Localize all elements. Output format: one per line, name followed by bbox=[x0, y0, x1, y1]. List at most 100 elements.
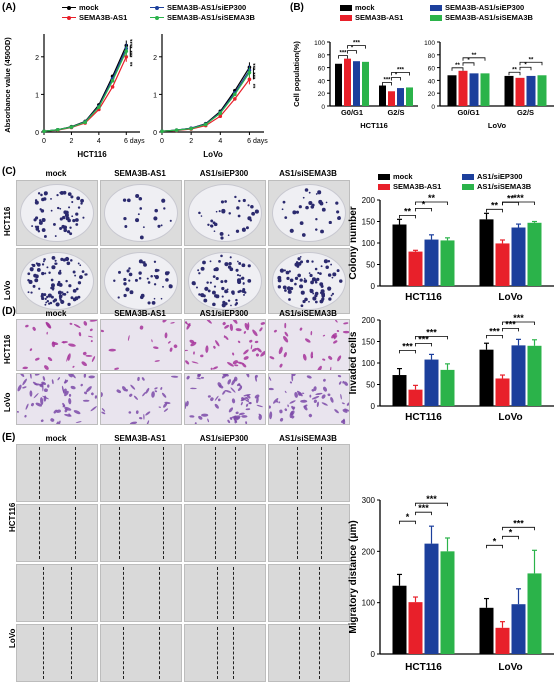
invasion-micrograph bbox=[184, 319, 266, 371]
legend-c-sisema3b: AS1/siSEMA3B bbox=[462, 182, 531, 191]
bar bbox=[406, 87, 413, 106]
cell-dots bbox=[281, 188, 341, 237]
legend-marker bbox=[62, 5, 76, 11]
y-tick-label: 150 bbox=[362, 338, 376, 347]
category-label: G2/S bbox=[387, 108, 404, 117]
column-label-1: SEMA3B-AS1 bbox=[114, 434, 166, 443]
wound-edge-line bbox=[158, 627, 160, 679]
bar bbox=[408, 389, 423, 406]
bar bbox=[515, 77, 525, 106]
legend-text: mock bbox=[393, 172, 413, 181]
cell-dots bbox=[17, 374, 97, 424]
legend-marker bbox=[150, 15, 164, 21]
wound-healing-micrograph bbox=[268, 444, 350, 502]
significance-bracket bbox=[415, 207, 432, 212]
cell-dots bbox=[269, 374, 349, 424]
legend-swatch bbox=[430, 14, 442, 21]
colony-dish-image bbox=[184, 180, 266, 246]
y-tick-label: 0 bbox=[35, 130, 39, 137]
wound-edge-line bbox=[158, 567, 160, 619]
colony-dish-image bbox=[268, 248, 350, 314]
bar bbox=[495, 243, 510, 286]
row-label-0: HCT116 bbox=[3, 206, 12, 236]
significance-stars: *** bbox=[418, 334, 429, 344]
chart-subtitle: HCT116 bbox=[360, 121, 388, 130]
significance-bracket bbox=[502, 526, 535, 531]
y-tick-label: 1 bbox=[153, 92, 157, 99]
significance-bracket bbox=[382, 82, 392, 86]
y-axis-label: Absorbance value (450OD) bbox=[3, 37, 12, 133]
wound-healing-micrograph bbox=[184, 504, 266, 562]
invasion-micrograph bbox=[184, 373, 266, 425]
panel-label-b: (B) bbox=[290, 2, 304, 13]
column-label-2: AS1/siEP300 bbox=[199, 309, 249, 318]
invasion-micrograph bbox=[16, 373, 98, 425]
y-tick-label: 300 bbox=[362, 496, 376, 505]
chart-subtitle: HCT116 bbox=[77, 150, 107, 159]
bar bbox=[388, 91, 395, 106]
significance-bracket bbox=[415, 201, 448, 205]
significance-bracket bbox=[415, 502, 448, 507]
colony-dish-image bbox=[16, 180, 98, 246]
significance-bracket bbox=[347, 50, 357, 54]
significance-stars: *** bbox=[353, 41, 361, 47]
significance-bracket bbox=[486, 208, 503, 213]
y-tick-label: 1 bbox=[35, 92, 39, 99]
category-label: G0/G1 bbox=[341, 108, 363, 117]
wound-healing-micrograph bbox=[100, 564, 182, 622]
y-axis-label: Cell population(%) bbox=[292, 41, 301, 107]
wound-healing-micrograph bbox=[16, 564, 98, 622]
bar bbox=[344, 58, 351, 106]
data-point bbox=[174, 128, 179, 132]
legend-swatch bbox=[430, 4, 442, 11]
significance-stars: ** bbox=[507, 193, 515, 203]
cell-dots bbox=[27, 256, 88, 307]
chart-subtitle: LoVo bbox=[203, 150, 223, 159]
legend-swatch bbox=[378, 183, 390, 190]
legend-swatch bbox=[462, 173, 474, 180]
significance-stars: * bbox=[524, 62, 527, 68]
category-label: G2/S bbox=[517, 108, 534, 117]
column-label-2: AS1/siEP300 bbox=[199, 169, 249, 178]
column-label-1: SEMA3B-AS1 bbox=[114, 169, 166, 178]
significance-stars: *** bbox=[402, 341, 413, 351]
cell-dots bbox=[31, 190, 85, 238]
significance-stars: * bbox=[395, 73, 398, 79]
chart-e-migratory: 0 100 200 300 Migratory distance (μm) HCT116 *… bbox=[348, 494, 554, 673]
wound-healing-micrograph bbox=[100, 624, 182, 682]
y-tick-label: 80 bbox=[318, 53, 326, 60]
bar bbox=[440, 240, 455, 286]
data-point bbox=[233, 97, 237, 101]
panel-label-d: (D) bbox=[2, 306, 16, 317]
bar bbox=[527, 222, 542, 286]
invasion-micrograph bbox=[100, 319, 182, 371]
cell-dots bbox=[191, 254, 252, 308]
y-tick-label: 150 bbox=[362, 218, 376, 227]
legend-text: SEMA3B-AS1/siEP300 bbox=[167, 3, 247, 12]
row-label-0: HCT116 bbox=[3, 334, 12, 364]
category-label: HCT116 bbox=[405, 412, 442, 423]
bar bbox=[511, 604, 526, 654]
wound-edge-line bbox=[39, 507, 40, 559]
wound-edge-line bbox=[318, 567, 320, 619]
bar bbox=[424, 543, 439, 654]
row-label-1: LoVo bbox=[3, 392, 12, 412]
y-tick-label: 0 bbox=[321, 104, 325, 111]
legend-swatch bbox=[378, 173, 390, 180]
legend-text: mock bbox=[355, 3, 375, 12]
y-tick-label: 100 bbox=[424, 40, 435, 47]
data-point bbox=[97, 105, 101, 109]
wound-healing-micrograph bbox=[16, 444, 98, 502]
y-tick-label: 50 bbox=[366, 261, 375, 270]
wound-edge-line bbox=[299, 627, 301, 679]
series-line bbox=[43, 45, 127, 132]
legend-swatch bbox=[340, 14, 352, 21]
significance-stars: ** bbox=[253, 83, 259, 88]
y-tick-label: 0 bbox=[431, 104, 435, 111]
data-point bbox=[110, 85, 115, 89]
data-point bbox=[233, 92, 237, 97]
cell-dots bbox=[122, 193, 172, 240]
bar bbox=[408, 251, 423, 286]
significance-bracket bbox=[415, 343, 432, 347]
